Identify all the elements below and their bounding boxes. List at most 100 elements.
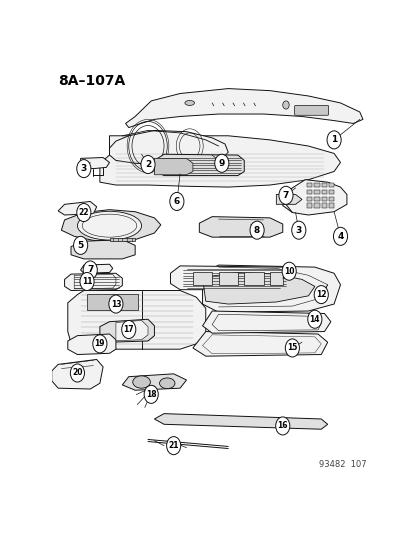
Polygon shape bbox=[58, 201, 96, 215]
Bar bbox=[328, 183, 334, 188]
Polygon shape bbox=[125, 88, 362, 127]
Text: 19: 19 bbox=[95, 340, 105, 349]
Polygon shape bbox=[192, 332, 327, 356]
Circle shape bbox=[332, 227, 347, 245]
Ellipse shape bbox=[159, 378, 175, 389]
Circle shape bbox=[249, 221, 263, 239]
Text: 16: 16 bbox=[277, 422, 287, 431]
Circle shape bbox=[291, 221, 305, 239]
Text: 9: 9 bbox=[218, 159, 224, 168]
Text: 22: 22 bbox=[78, 208, 89, 217]
Text: 21: 21 bbox=[168, 441, 178, 450]
Polygon shape bbox=[170, 266, 288, 290]
Polygon shape bbox=[202, 272, 314, 304]
Bar bbox=[321, 183, 326, 188]
Circle shape bbox=[83, 261, 97, 279]
Polygon shape bbox=[61, 209, 161, 241]
Polygon shape bbox=[116, 320, 148, 341]
Polygon shape bbox=[87, 294, 138, 310]
Circle shape bbox=[166, 437, 180, 455]
Circle shape bbox=[285, 339, 299, 357]
Text: 10: 10 bbox=[283, 266, 294, 276]
Circle shape bbox=[109, 295, 123, 313]
Polygon shape bbox=[199, 216, 282, 237]
Text: 15: 15 bbox=[287, 343, 297, 352]
Circle shape bbox=[326, 131, 340, 149]
Polygon shape bbox=[109, 131, 228, 165]
Circle shape bbox=[76, 159, 91, 177]
Polygon shape bbox=[52, 359, 103, 389]
Ellipse shape bbox=[77, 211, 141, 240]
Text: 11: 11 bbox=[82, 277, 92, 286]
Bar bbox=[313, 204, 319, 208]
Circle shape bbox=[278, 186, 292, 204]
Polygon shape bbox=[71, 240, 135, 259]
Polygon shape bbox=[100, 136, 340, 187]
Text: 1: 1 bbox=[330, 135, 337, 144]
Polygon shape bbox=[81, 158, 109, 168]
Circle shape bbox=[121, 320, 135, 338]
Polygon shape bbox=[64, 273, 122, 290]
Text: 18: 18 bbox=[145, 390, 156, 399]
Circle shape bbox=[70, 364, 84, 382]
Circle shape bbox=[281, 262, 296, 280]
Circle shape bbox=[140, 156, 155, 174]
Text: 4: 4 bbox=[337, 232, 343, 241]
Circle shape bbox=[214, 154, 228, 172]
Circle shape bbox=[169, 192, 183, 211]
Polygon shape bbox=[154, 414, 327, 429]
Ellipse shape bbox=[185, 101, 194, 106]
Bar bbox=[313, 183, 319, 188]
Text: 2: 2 bbox=[145, 160, 151, 169]
Polygon shape bbox=[276, 195, 301, 204]
Bar bbox=[328, 190, 334, 195]
Circle shape bbox=[76, 204, 91, 222]
Bar bbox=[306, 197, 311, 201]
Bar bbox=[328, 197, 334, 201]
Polygon shape bbox=[202, 265, 340, 312]
Bar bbox=[306, 204, 311, 208]
Bar bbox=[321, 204, 326, 208]
Polygon shape bbox=[109, 238, 135, 241]
Bar bbox=[328, 204, 334, 208]
Text: 7: 7 bbox=[87, 265, 93, 274]
Text: 6: 6 bbox=[173, 197, 180, 206]
Polygon shape bbox=[202, 311, 330, 333]
Text: 3: 3 bbox=[295, 225, 301, 235]
Bar bbox=[192, 272, 212, 285]
Bar bbox=[306, 183, 311, 188]
Bar bbox=[321, 197, 326, 201]
Circle shape bbox=[144, 385, 158, 403]
Bar bbox=[313, 190, 319, 195]
Circle shape bbox=[307, 310, 321, 328]
Circle shape bbox=[74, 236, 88, 254]
Text: 17: 17 bbox=[123, 325, 134, 334]
Polygon shape bbox=[68, 334, 116, 354]
Circle shape bbox=[93, 335, 107, 353]
Text: 5: 5 bbox=[77, 241, 83, 250]
Bar bbox=[269, 272, 282, 285]
Text: 20: 20 bbox=[72, 368, 83, 377]
Polygon shape bbox=[100, 319, 154, 342]
Circle shape bbox=[80, 272, 94, 290]
Polygon shape bbox=[122, 374, 186, 390]
Polygon shape bbox=[282, 180, 346, 215]
Circle shape bbox=[282, 101, 288, 109]
Polygon shape bbox=[81, 264, 112, 273]
Text: 14: 14 bbox=[309, 314, 319, 324]
Ellipse shape bbox=[133, 376, 150, 388]
FancyBboxPatch shape bbox=[294, 106, 328, 115]
Text: 93482  107: 93482 107 bbox=[318, 461, 365, 470]
Polygon shape bbox=[68, 290, 205, 349]
Polygon shape bbox=[154, 154, 244, 175]
Text: 8: 8 bbox=[253, 225, 260, 235]
Text: 3: 3 bbox=[81, 164, 87, 173]
Polygon shape bbox=[154, 158, 192, 175]
Bar bbox=[321, 190, 326, 195]
Bar bbox=[306, 190, 311, 195]
Text: 13: 13 bbox=[110, 300, 121, 309]
Text: 12: 12 bbox=[315, 290, 326, 299]
Circle shape bbox=[275, 417, 289, 435]
Bar bbox=[218, 272, 237, 285]
Bar bbox=[313, 197, 319, 201]
